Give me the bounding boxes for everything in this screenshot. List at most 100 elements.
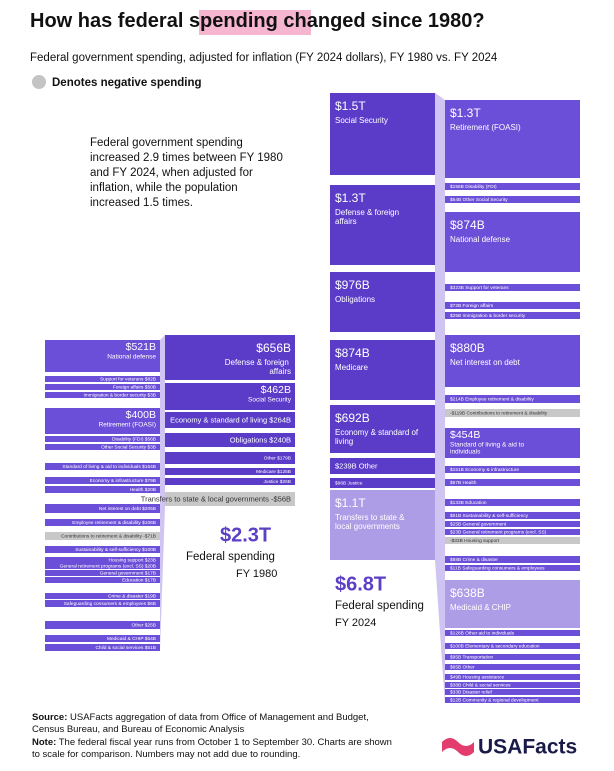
item-amount: $128B (450, 631, 464, 637)
amount: $874B (450, 218, 485, 232)
block (45, 444, 160, 450)
item-text: $72B Foreign affairs (450, 303, 494, 309)
item-label: Support for veterans (100, 377, 144, 383)
label-line: Social Security (248, 396, 292, 403)
item-amount: $96B (335, 481, 346, 487)
item-label: Other Social Security (461, 197, 508, 203)
item-label: Support for veterans (464, 285, 509, 291)
block (45, 635, 160, 642)
item-amount: -$119B (450, 411, 465, 417)
item-amount: $164B (141, 464, 156, 470)
block (445, 537, 580, 544)
item-label: Immigration & border security (461, 313, 526, 319)
item-text: $88B Crime & disaster (450, 557, 498, 563)
item-text: -$119B Contributions to retirement & dis… (450, 411, 548, 417)
block (445, 682, 580, 688)
block (445, 395, 580, 403)
block (445, 499, 580, 506)
item-text: Sustainability & self-sufficiency $100B (75, 547, 156, 553)
amount: $880B (450, 341, 485, 355)
label-line: Social Security (335, 116, 388, 125)
label-line: living (335, 437, 353, 446)
block (445, 183, 580, 190)
item-label: Elementary & secondary education (464, 644, 540, 650)
amount: $521B (126, 341, 156, 353)
total-2024: $6.8T (335, 573, 386, 595)
label-line: local governments (335, 522, 400, 531)
block (445, 674, 580, 680)
block (445, 565, 580, 571)
block (45, 577, 160, 583)
block (445, 212, 580, 272)
item-amount: $3B (146, 393, 156, 399)
item-amount: $54B (143, 636, 156, 642)
label-line: National defense (450, 235, 511, 244)
source: Source: USAFacts aggregation of data fro… (32, 712, 402, 736)
label-line: Obligations (335, 295, 375, 304)
item-amount: $6B (146, 601, 156, 607)
item-text: $100B Elementary & secondary education (450, 644, 540, 650)
label: Transfers to state & local governments (335, 513, 407, 531)
item-text: General retirement programs (excl. SS) $… (60, 564, 156, 570)
item-text: $33B Disaster relief (450, 690, 493, 696)
legend-text: Denotes negative spending (52, 77, 202, 89)
item-text: Net interest on debt $205B (99, 506, 156, 512)
item-text: Disability (FDI) $56B (112, 437, 156, 443)
item-label: Disability (FDI) (112, 437, 144, 443)
item-amount: $49B (450, 675, 461, 681)
item-text: $95B Transportation (450, 655, 494, 661)
item-amount: $23B (143, 558, 156, 564)
block (165, 412, 295, 428)
label: Retirement (FOASI) (99, 421, 156, 428)
block (45, 546, 160, 553)
label-line: Transfers to state & (335, 513, 407, 522)
item-amount: $65B (450, 665, 461, 671)
label: Standard of living & aid to individuals (450, 441, 526, 455)
label: Social Security (248, 396, 292, 403)
title-part: How has federal (30, 10, 189, 32)
label-line: National defense (107, 353, 156, 360)
block (45, 463, 160, 470)
item-text: -$33B Housing support (450, 538, 500, 544)
item-label: Standard of living & aid to individuals (62, 464, 141, 470)
item-label: Health (461, 480, 477, 486)
item-text: $65B Other (450, 665, 475, 671)
amount: $1.3T (335, 191, 366, 205)
item-amount: $179B (276, 456, 291, 462)
item-label: General retirement programs (excl. SS) (461, 530, 546, 536)
block (45, 532, 160, 540)
label: Medicare (335, 363, 368, 372)
block (445, 654, 580, 660)
amount: $462B (261, 384, 291, 396)
item-text: Immigration & border security $3B (83, 393, 156, 399)
item-label: Child & social services (95, 645, 144, 651)
item-text: Economy & standard of living $264B (170, 415, 291, 424)
amount: $656B (256, 341, 291, 355)
label-line: Medicaid & CHIP (450, 603, 511, 612)
total-label: Federal spending (335, 600, 424, 612)
block (445, 100, 580, 178)
block (445, 302, 580, 309)
item-label: Disaster relief (461, 690, 492, 696)
title-highlight-bg (199, 10, 311, 35)
year-label: FY 2024 (335, 617, 376, 629)
item-label: Housing assistance (461, 675, 504, 681)
item-amount: $50B (143, 385, 156, 391)
block (45, 477, 160, 484)
item-amount: $56B (143, 437, 156, 443)
intro-text: Federal government spending increased 2.… (90, 137, 283, 209)
item-amount: $12B (450, 698, 461, 704)
block (330, 490, 435, 560)
item-amount: $3B (146, 445, 156, 451)
block (45, 436, 160, 442)
label-line: Retirement (FOASI) (450, 123, 521, 132)
item-label: Sustainability & self-sufficiency (461, 513, 528, 519)
item-label: Child & social services (461, 683, 511, 689)
item-amount: $100B (450, 644, 464, 650)
item-amount: $87B (450, 480, 461, 486)
block (445, 409, 580, 417)
item-label: Safeguarding consumers & employees (461, 566, 545, 572)
block (330, 478, 435, 488)
block (45, 340, 160, 372)
block (445, 697, 580, 703)
